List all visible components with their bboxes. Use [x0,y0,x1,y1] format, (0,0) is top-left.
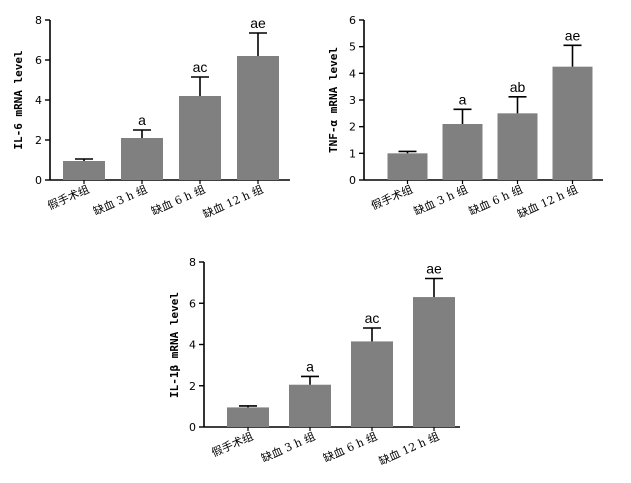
y-tick-label: 1 [349,147,356,160]
y-tick-label: 6 [349,14,356,27]
y-tick-label: 4 [349,67,356,80]
significance-label: a [459,91,467,107]
chart-panel-3: 0 2 4 6 8 IL-1β mRNA level 假手术组 a 缺血 3 h 组 ac 缺血 6… [168,256,460,468]
bar [237,56,279,180]
bar [179,96,221,180]
x-tick-label: 缺血 3 h 组 [411,182,469,218]
bar [387,153,428,180]
significance-label: ae [250,15,266,31]
significance-label: ab [510,79,526,95]
x-tick-label: 缺血 6 h 组 [321,429,379,465]
x-tick-label: 假手术组 [45,182,91,213]
y-tick-label: 0 [189,421,196,434]
y-tick-label: 0 [349,174,356,187]
y-tick-label: 5 [349,41,356,54]
significance-label: ac [365,310,380,326]
x-tick-label: 缺血 12 h 组 [377,429,442,468]
y-tick-label: 2 [349,121,356,134]
bar [121,138,163,180]
y-tick-label: 3 [349,94,356,107]
bar [552,66,593,180]
y-tick-label: 8 [35,14,42,27]
significance-label: ae [426,261,442,277]
y-axis-label: TNF-α mRNA level [327,47,340,153]
bar [63,161,105,180]
x-tick-label: 缺血 3 h 组 [91,182,149,218]
bar [497,113,538,180]
y-tick-label: 6 [189,297,196,310]
x-tick-label: 缺血 6 h 组 [149,182,207,218]
significance-label: ac [193,59,208,75]
significance-label: a [138,112,146,128]
chart-panel-1: 0 2 4 6 8 IL-6 mRNA level 假手术组 a 缺血 3 h 组 ac 缺血 6 … [12,14,290,221]
bar [413,297,455,427]
significance-label: a [306,358,314,374]
y-tick-label: 4 [189,339,196,352]
x-tick-label: 缺血 3 h 组 [259,429,317,465]
y-tick-label: 4 [35,94,42,107]
significance-label: ae [565,27,581,43]
bar [351,341,393,427]
y-tick-label: 6 [35,54,42,67]
x-tick-label: 假手术组 [209,429,255,460]
y-axis-label: IL-1β mRNA level [168,292,181,398]
x-tick-label: 假手术组 [369,182,415,213]
bar [289,384,331,427]
y-tick-label: 2 [189,380,196,393]
bar [442,124,483,180]
x-tick-label: 缺血 12 h 组 [515,182,580,221]
x-tick-label: 缺血 12 h 组 [201,182,266,221]
y-tick-label: 8 [189,256,196,269]
y-tick-label: 0 [35,174,42,187]
y-tick-label: 2 [35,134,42,147]
chart-panel-2: 0 1 2 3 4 5 6 TNF-α mRNA level 假手术组 a 缺血 3 h 组 ab 缺血… [327,14,603,221]
y-axis-label: IL-6 mRNA level [12,50,25,149]
bar [227,407,269,427]
